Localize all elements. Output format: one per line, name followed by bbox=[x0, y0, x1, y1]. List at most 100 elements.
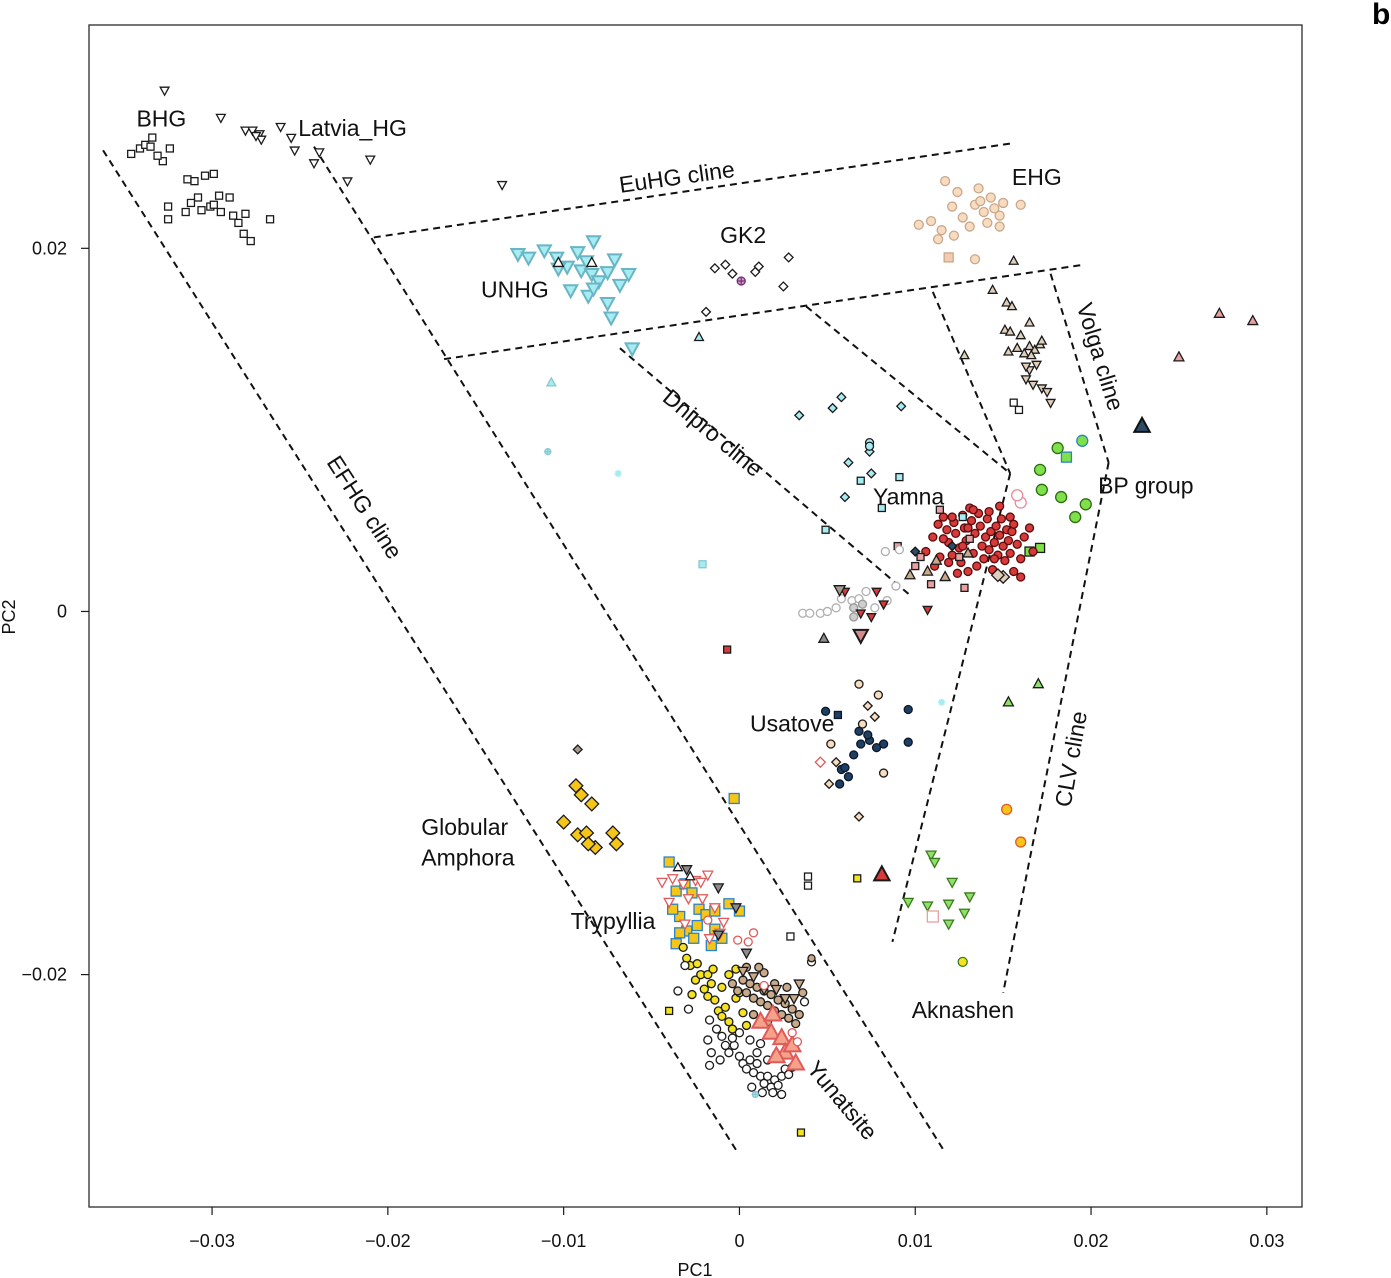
data-point bbox=[955, 552, 964, 562]
data-point bbox=[999, 323, 1011, 334]
data-point bbox=[761, 1021, 782, 1040]
data-point bbox=[733, 935, 743, 945]
data-point bbox=[693, 331, 705, 342]
data-point bbox=[820, 706, 831, 716]
data-point bbox=[942, 919, 955, 931]
data-point bbox=[771, 1027, 792, 1046]
data-point bbox=[873, 690, 883, 700]
data-point bbox=[762, 1000, 773, 1011]
data-point bbox=[853, 811, 865, 822]
data-point bbox=[717, 982, 727, 992]
data-point bbox=[973, 183, 984, 194]
series-bp-group bbox=[1033, 441, 1092, 524]
data-point bbox=[878, 739, 889, 749]
data-point bbox=[727, 1024, 738, 1034]
data-point bbox=[909, 546, 921, 557]
data-point bbox=[1001, 296, 1013, 307]
cline-label: Dnipro cline bbox=[658, 384, 768, 482]
series-dnipro-grey-filled bbox=[849, 599, 868, 622]
data-point bbox=[979, 554, 989, 564]
series-usatove-sq bbox=[833, 710, 843, 720]
axes-layer: −0.03 −0.02 −0.01 0 0.01 0.02 0.03 −0.02 0 0.02 bbox=[21, 238, 1284, 1251]
data-point bbox=[851, 628, 870, 645]
data-point bbox=[703, 934, 716, 946]
cline-line bbox=[1002, 462, 1110, 993]
data-point bbox=[163, 202, 173, 211]
x-tick-label: 0.01 bbox=[898, 1231, 933, 1251]
data-point bbox=[755, 997, 766, 1007]
data-point bbox=[1002, 345, 1014, 356]
data-point bbox=[958, 908, 971, 920]
data-point bbox=[672, 861, 684, 872]
data-point bbox=[1031, 360, 1043, 371]
plot-frame bbox=[88, 24, 1303, 1208]
data-point bbox=[614, 469, 622, 477]
data-point bbox=[786, 932, 795, 941]
data-point bbox=[1027, 380, 1039, 391]
data-point bbox=[994, 530, 1005, 540]
series-unhg bbox=[509, 235, 641, 358]
data-point bbox=[938, 698, 946, 706]
data-point bbox=[926, 910, 939, 923]
data-point bbox=[158, 157, 167, 166]
data-point bbox=[957, 212, 968, 223]
group-label: Amphora bbox=[421, 845, 515, 871]
data-point bbox=[766, 989, 776, 1000]
group-label: Usatove bbox=[750, 710, 834, 736]
series-yunatsite-red-circle bbox=[759, 980, 803, 1047]
data-point bbox=[703, 1035, 713, 1045]
data-point bbox=[181, 207, 190, 217]
data-point bbox=[552, 256, 565, 268]
data-point bbox=[1009, 566, 1019, 577]
data-point bbox=[496, 180, 508, 191]
series-navy-diamond bbox=[909, 540, 958, 557]
data-point bbox=[823, 778, 835, 790]
site-label: Yunatsite bbox=[802, 1056, 883, 1145]
group-label: GK2 bbox=[720, 222, 766, 248]
data-point bbox=[308, 159, 320, 170]
data-point bbox=[183, 175, 192, 184]
data-point bbox=[895, 400, 907, 412]
data-point bbox=[787, 993, 800, 1005]
data-point bbox=[190, 176, 199, 186]
data-point bbox=[738, 1008, 748, 1018]
series-ehg-square bbox=[943, 252, 954, 263]
data-point bbox=[1033, 463, 1047, 476]
data-point bbox=[555, 814, 572, 830]
data-point bbox=[913, 219, 924, 230]
data-point bbox=[1028, 546, 1038, 557]
data-point bbox=[727, 268, 738, 280]
data-point bbox=[696, 894, 709, 906]
data-point bbox=[146, 142, 155, 151]
data-point bbox=[691, 919, 703, 932]
cline-line bbox=[805, 305, 1011, 475]
data-point bbox=[943, 557, 954, 568]
data-point bbox=[745, 979, 755, 989]
data-point bbox=[1024, 523, 1035, 533]
data-point bbox=[1132, 415, 1152, 433]
data-point bbox=[1025, 349, 1037, 360]
data-point bbox=[678, 942, 688, 953]
data-point bbox=[925, 850, 938, 862]
data-point bbox=[857, 719, 868, 729]
data-point bbox=[214, 191, 224, 200]
data-point bbox=[755, 1038, 766, 1049]
data-point bbox=[1079, 498, 1092, 511]
data-point bbox=[687, 989, 697, 1000]
data-point bbox=[1020, 362, 1032, 373]
data-point bbox=[821, 525, 830, 534]
data-point bbox=[734, 1051, 745, 1061]
data-point bbox=[865, 613, 877, 624]
data-point bbox=[803, 881, 813, 890]
data-point bbox=[620, 267, 637, 284]
series-clv-orange bbox=[1001, 803, 1027, 848]
data-point bbox=[985, 192, 996, 203]
data-point bbox=[998, 541, 1008, 551]
data-point bbox=[275, 122, 287, 133]
data-point bbox=[704, 1015, 715, 1025]
data-point bbox=[773, 1080, 783, 1091]
data-point bbox=[982, 217, 993, 229]
data-point bbox=[986, 526, 996, 537]
data-point bbox=[964, 221, 975, 232]
